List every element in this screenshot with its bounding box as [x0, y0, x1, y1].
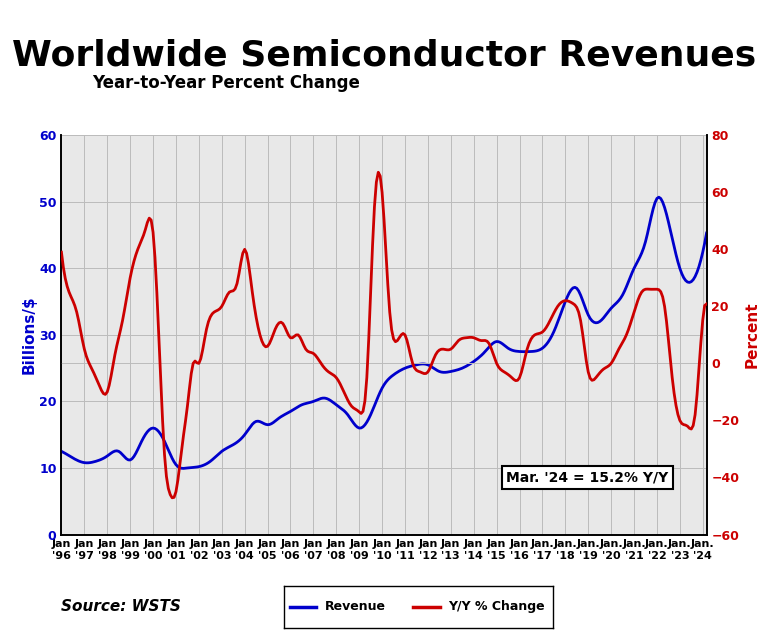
Y-axis label: Billions/$: Billions/$ [22, 296, 36, 374]
Text: Source: WSTS: Source: WSTS [61, 599, 181, 614]
Text: Worldwide Semiconductor Revenues: Worldwide Semiconductor Revenues [12, 39, 756, 73]
Text: Revenue: Revenue [324, 600, 386, 614]
Text: Year-to-Year Percent Change: Year-to-Year Percent Change [92, 74, 360, 92]
Text: Y/Y % Change: Y/Y % Change [449, 600, 545, 614]
Text: Mar. '24 = 15.2% Y/Y: Mar. '24 = 15.2% Y/Y [506, 471, 668, 484]
Y-axis label: Percent: Percent [745, 301, 760, 368]
